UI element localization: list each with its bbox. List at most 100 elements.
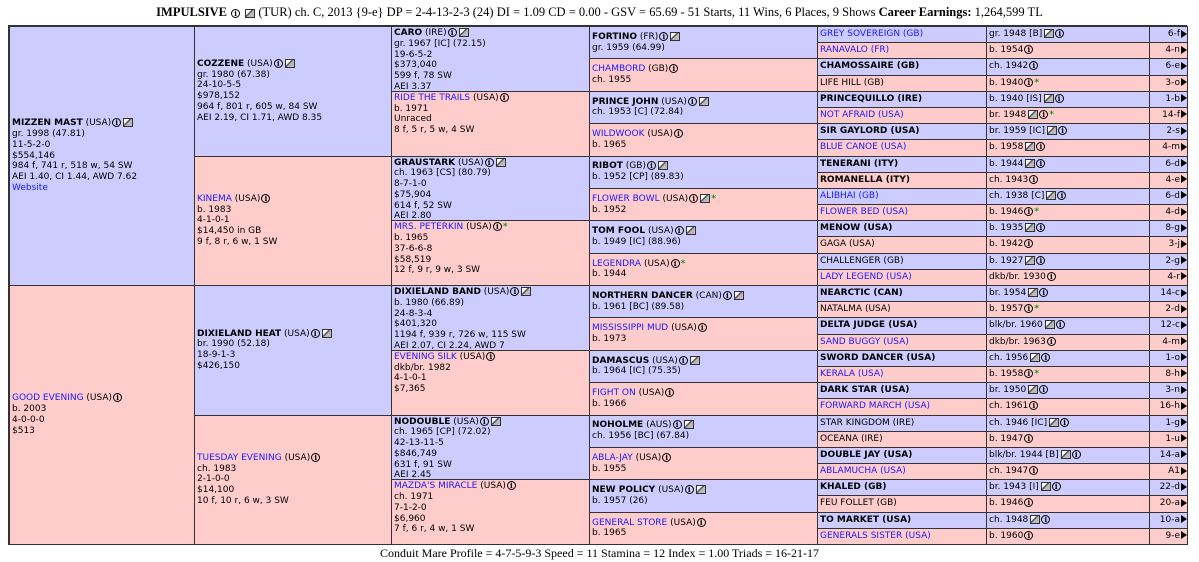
info-icon[interactable]: i: [1057, 190, 1067, 200]
horse-name-link[interactable]: DIXIELAND HEAT: [197, 328, 282, 339]
photo-icon[interactable]: [695, 485, 706, 495]
gen5-horse-name[interactable]: TENERANI (ITY): [820, 158, 899, 169]
horse-name-link[interactable]: LEGENDRA: [592, 258, 642, 269]
expand-arrow-icon[interactable]: [1181, 434, 1187, 443]
info-icon[interactable]: i: [1024, 77, 1034, 87]
gen5-horse-name[interactable]: MENOW (USA): [820, 223, 893, 234]
info-icon[interactable]: i: [1036, 255, 1046, 265]
gen5-horse-name[interactable]: GENERALS SISTER (USA): [820, 530, 931, 541]
info-icon[interactable]: i: [1054, 93, 1064, 103]
horse-name-link[interactable]: DIXIELAND BAND: [394, 287, 481, 297]
info-icon[interactable]: i: [1039, 385, 1049, 395]
horse-name-link[interactable]: MRS. PETERKIN: [394, 222, 464, 233]
horse-name-link[interactable]: NORTHERN DANCER: [592, 290, 693, 301]
expand-arrow-icon[interactable]: [1181, 223, 1187, 232]
expand-arrow-icon[interactable]: [1181, 61, 1187, 70]
photo-icon[interactable]: [733, 290, 744, 300]
info-icon[interactable]: i: [1036, 142, 1046, 152]
horse-name-link[interactable]: EVENING SILK: [394, 351, 457, 362]
horse-name-link[interactable]: NODOUBLE: [394, 416, 451, 427]
photo-icon[interactable]: [1043, 93, 1054, 103]
expand-arrow-icon[interactable]: [1181, 78, 1187, 87]
info-icon[interactable]: i: [1071, 449, 1081, 459]
info-icon[interactable]: i: [1055, 320, 1065, 330]
info-icon[interactable]: i: [273, 58, 283, 68]
expand-arrow-icon[interactable]: [1181, 159, 1187, 167]
info-icon[interactable]: i: [1041, 352, 1051, 362]
info-icon[interactable]: i: [1024, 207, 1034, 217]
expand-arrow-icon[interactable]: [1181, 142, 1187, 151]
photo-icon[interactable]: [123, 118, 134, 128]
photo-icon[interactable]: [689, 355, 700, 365]
expand-arrow-icon[interactable]: [1181, 498, 1187, 507]
horse-name-link[interactable]: FORTINO: [592, 31, 637, 42]
photo-icon[interactable]: [1025, 255, 1036, 265]
photo-icon[interactable]: [683, 420, 694, 430]
expand-arrow-icon[interactable]: [1181, 207, 1187, 216]
info-icon[interactable]: i: [678, 355, 688, 365]
photo-icon[interactable]: [670, 31, 681, 41]
info-icon[interactable]: i: [684, 485, 694, 495]
gen5-horse-name[interactable]: CHALLENGER (GB): [820, 255, 904, 266]
expand-arrow-icon[interactable]: [1181, 239, 1187, 248]
photo-icon[interactable]: [495, 157, 506, 167]
info-icon[interactable]: i: [1024, 530, 1034, 540]
photo-icon[interactable]: [1044, 29, 1055, 38]
photo-icon[interactable]: [490, 416, 501, 426]
gen5-horse-name[interactable]: STAR KINGDOM (IRE): [820, 417, 915, 428]
gen5-horse-name[interactable]: SWORD DANCER (USA): [820, 352, 936, 363]
gen5-horse-name[interactable]: ALIBHAI (GB): [820, 190, 879, 201]
horse-name-link[interactable]: DAMASCUS: [592, 355, 650, 366]
photo-icon[interactable]: [698, 96, 709, 106]
info-icon[interactable]: i: [1029, 61, 1039, 71]
website-link[interactable]: Website: [12, 182, 48, 193]
gen5-horse-name[interactable]: RANAVALO (FR): [820, 45, 890, 56]
gen5-horse-name[interactable]: GREY SOVEREIGN (GB): [820, 29, 924, 39]
info-icon[interactable]: i: [1029, 466, 1039, 476]
horse-name-link[interactable]: RIDE THE TRAILS: [394, 92, 471, 103]
expand-arrow-icon[interactable]: [1181, 401, 1187, 410]
photo-icon[interactable]: [1025, 223, 1036, 233]
photo-icon[interactable]: [1030, 352, 1041, 362]
info-icon[interactable]: i: [696, 517, 706, 527]
info-icon[interactable]: i: [506, 481, 516, 491]
photo-icon[interactable]: [284, 58, 295, 68]
gen5-horse-name[interactable]: SAND BUGGY (USA): [820, 336, 909, 347]
gen5-horse-name[interactable]: FORWARD MARCH (USA): [820, 401, 931, 412]
expand-arrow-icon[interactable]: [1181, 385, 1187, 394]
horse-name-link[interactable]: GENERAL STORE: [592, 517, 668, 528]
photo-icon[interactable]: [700, 193, 711, 203]
info-icon[interactable]: i: [659, 31, 669, 41]
photo-icon[interactable]: [1040, 482, 1051, 492]
horse-name-link[interactable]: KINEMA: [197, 193, 232, 204]
expand-arrow-icon[interactable]: [1181, 288, 1187, 297]
gen5-horse-name[interactable]: SIR GAYLORD (USA): [820, 126, 920, 137]
expand-arrow-icon[interactable]: [1181, 110, 1187, 119]
photo-icon[interactable]: [1046, 190, 1057, 200]
info-icon[interactable]: i: [1046, 336, 1056, 346]
horse-name-link[interactable]: FLOWER BOWL: [592, 193, 660, 204]
horse-name-link[interactable]: TUESDAY EVENING: [197, 452, 282, 463]
info-icon[interactable]: i: [447, 28, 457, 37]
expand-arrow-icon[interactable]: [1181, 29, 1187, 38]
info-icon[interactable]: i: [1060, 417, 1070, 427]
expand-arrow-icon[interactable]: [1181, 466, 1187, 475]
info-icon[interactable]: i: [1046, 271, 1056, 281]
expand-arrow-icon[interactable]: [1181, 304, 1187, 313]
info-icon[interactable]: i: [674, 226, 684, 236]
gen5-horse-name[interactable]: LADY LEGEND (USA): [820, 271, 912, 282]
photo-icon[interactable]: [1044, 320, 1055, 330]
info-icon[interactable]: i: [492, 222, 502, 232]
gen5-horse-name[interactable]: TO MARKET (USA): [820, 514, 912, 525]
photo-icon[interactable]: [321, 328, 332, 338]
horse-name-link[interactable]: MISSISSIPPI MUD: [592, 323, 669, 334]
info-icon[interactable]: i: [1036, 223, 1046, 233]
info-icon[interactable]: i: [112, 118, 122, 128]
horse-name-link[interactable]: PRINCE JOHN: [592, 96, 659, 107]
expand-arrow-icon[interactable]: [1181, 531, 1187, 540]
info-icon[interactable]: i: [673, 129, 683, 139]
info-icon[interactable]: i: [1039, 109, 1049, 119]
info-icon[interactable]: i: [311, 452, 321, 462]
photo-icon[interactable]: [245, 8, 256, 18]
expand-arrow-icon[interactable]: [1181, 191, 1187, 200]
